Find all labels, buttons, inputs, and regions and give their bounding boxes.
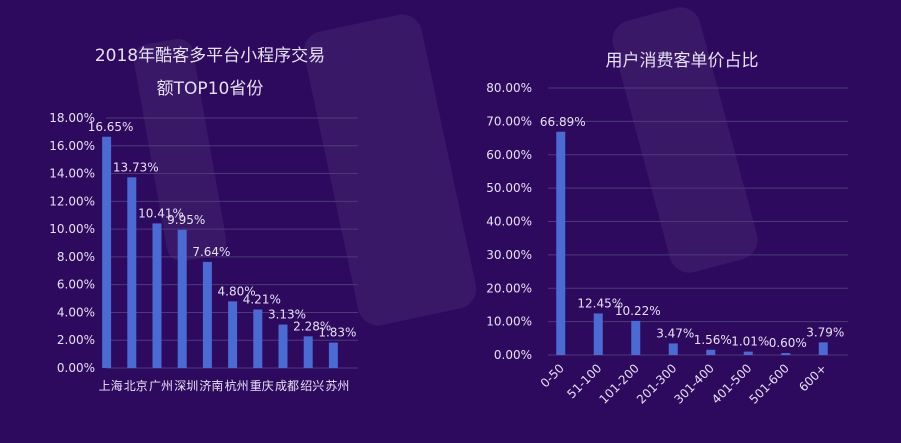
chart-title-line1: 2018年酷客多平台小程序交易 bbox=[95, 46, 325, 66]
y-tick-label: 4.00% bbox=[57, 305, 95, 319]
y-tick-label: 18.00% bbox=[49, 111, 95, 125]
y-tick-label: 2.00% bbox=[57, 333, 95, 347]
bar-0-50 bbox=[556, 131, 566, 355]
y-tick-label: 14.00% bbox=[49, 167, 95, 181]
y-tick-label: 0.00% bbox=[494, 348, 532, 362]
data-label: 3.47% bbox=[656, 326, 694, 340]
x-tick-label: 上海 bbox=[99, 378, 123, 393]
bar-201-300 bbox=[668, 343, 678, 355]
bar-401-500 bbox=[743, 351, 753, 355]
data-label: 2.28% bbox=[293, 319, 331, 333]
y-tick-label: 10.00% bbox=[486, 315, 532, 329]
chart-title-line1: 用户消费客单价占比 bbox=[606, 51, 759, 71]
data-label: 1.56% bbox=[694, 333, 732, 347]
bar-广州 bbox=[152, 223, 162, 368]
bar-深圳 bbox=[177, 229, 187, 368]
y-tick-label: 12.00% bbox=[49, 194, 95, 208]
bar-501-600 bbox=[781, 352, 791, 355]
x-tick-label: 绍兴 bbox=[300, 379, 324, 393]
data-label: 10.22% bbox=[615, 304, 661, 318]
bar-杭州 bbox=[228, 301, 238, 368]
data-label: 12.45% bbox=[577, 296, 623, 310]
data-label: 13.73% bbox=[113, 160, 159, 174]
y-tick-label: 80.00% bbox=[486, 81, 532, 95]
y-tick-label: 0.00% bbox=[57, 361, 95, 375]
y-tick-label: 16.00% bbox=[49, 139, 95, 153]
x-tick-label: 北京 bbox=[124, 379, 148, 393]
data-label: 3.13% bbox=[268, 308, 306, 322]
province-top10-chart: 2018年酷客多平台小程序交易 额TOP10省份 0.00% 2.00% 4.00%… bbox=[49, 46, 358, 393]
y-tick-label: 70.00% bbox=[486, 114, 532, 128]
data-label: 16.65% bbox=[88, 120, 134, 134]
x-tick-label: 重庆 bbox=[250, 379, 274, 393]
data-label: 7.64% bbox=[192, 245, 230, 259]
y-tick-label: 60.00% bbox=[486, 148, 532, 162]
data-label: 66.89% bbox=[540, 115, 586, 129]
bar-51-100 bbox=[593, 313, 603, 355]
bar-600+ bbox=[818, 342, 828, 355]
data-label: 0.60% bbox=[769, 336, 807, 350]
x-tick-label: 济南 bbox=[199, 378, 223, 393]
x-tick-label: 杭州 bbox=[225, 378, 249, 393]
x-tick-label: 苏州 bbox=[325, 379, 349, 393]
data-label: 1.83% bbox=[318, 326, 356, 340]
y-tick-label: 40.00% bbox=[486, 215, 532, 229]
data-label: 1.01% bbox=[731, 335, 769, 349]
data-label: 10.41% bbox=[138, 206, 184, 220]
bar-上海 bbox=[102, 136, 112, 368]
bar-重庆 bbox=[253, 309, 263, 368]
bar-101-200 bbox=[631, 320, 641, 355]
x-tick-label: 成都 bbox=[275, 379, 299, 393]
bar-苏州 bbox=[328, 342, 338, 368]
y-tick-label: 10.00% bbox=[49, 222, 95, 236]
bar-北京 bbox=[127, 177, 137, 368]
x-tick-label: 深圳 bbox=[174, 379, 198, 393]
watermark-decoration bbox=[133, 7, 758, 326]
data-label: 9.95% bbox=[167, 213, 205, 227]
y-tick-label: 20.00% bbox=[486, 281, 532, 295]
bar-成都 bbox=[278, 324, 288, 368]
y-tick-label: 8.00% bbox=[57, 250, 95, 264]
bar-绍兴 bbox=[303, 336, 313, 368]
x-tick-label: 广州 bbox=[149, 379, 173, 393]
y-tick-label: 30.00% bbox=[486, 248, 532, 262]
bar-济南 bbox=[202, 261, 212, 368]
y-tick-label: 50.00% bbox=[486, 181, 532, 195]
data-label: 4.80% bbox=[218, 284, 256, 298]
chart-title-line2: 额TOP10省份 bbox=[157, 79, 264, 99]
data-label: 3.79% bbox=[806, 325, 844, 339]
y-tick-label: 6.00% bbox=[57, 278, 95, 292]
bar-301-400 bbox=[706, 349, 716, 355]
data-label: 4.21% bbox=[243, 293, 281, 307]
